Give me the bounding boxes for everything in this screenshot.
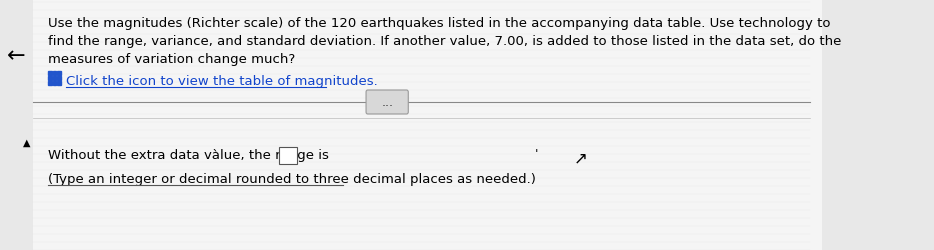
FancyBboxPatch shape xyxy=(57,82,61,86)
Text: ↗: ↗ xyxy=(573,148,587,166)
FancyBboxPatch shape xyxy=(34,0,822,250)
FancyBboxPatch shape xyxy=(49,77,52,81)
Text: (Type an integer or decimal rounded to three decimal places as needed.): (Type an integer or decimal rounded to t… xyxy=(49,172,536,185)
Text: ←: ← xyxy=(7,46,25,66)
Text: Click the icon to view the table of magnitudes.: Click the icon to view the table of magn… xyxy=(66,74,377,87)
Text: ▲: ▲ xyxy=(22,138,30,147)
Text: ...: ... xyxy=(381,96,393,109)
Text: ': ' xyxy=(535,147,539,160)
Text: Without the extra data vàlue, the range is: Without the extra data vàlue, the range … xyxy=(49,149,330,162)
FancyBboxPatch shape xyxy=(49,82,52,86)
FancyBboxPatch shape xyxy=(53,77,56,81)
Text: find the range, variance, and standard deviation. If another value, 7.00, is add: find the range, variance, and standard d… xyxy=(49,34,842,47)
FancyBboxPatch shape xyxy=(49,72,52,76)
FancyBboxPatch shape xyxy=(53,82,56,86)
FancyBboxPatch shape xyxy=(366,91,408,114)
Text: Use the magnitudes (Richter scale) of the 120 earthquakes listed in the accompan: Use the magnitudes (Richter scale) of th… xyxy=(49,16,831,30)
FancyBboxPatch shape xyxy=(57,72,61,76)
FancyBboxPatch shape xyxy=(53,72,56,76)
FancyBboxPatch shape xyxy=(279,148,296,164)
Text: measures of variation change much?: measures of variation change much? xyxy=(49,52,296,65)
FancyBboxPatch shape xyxy=(57,77,61,81)
